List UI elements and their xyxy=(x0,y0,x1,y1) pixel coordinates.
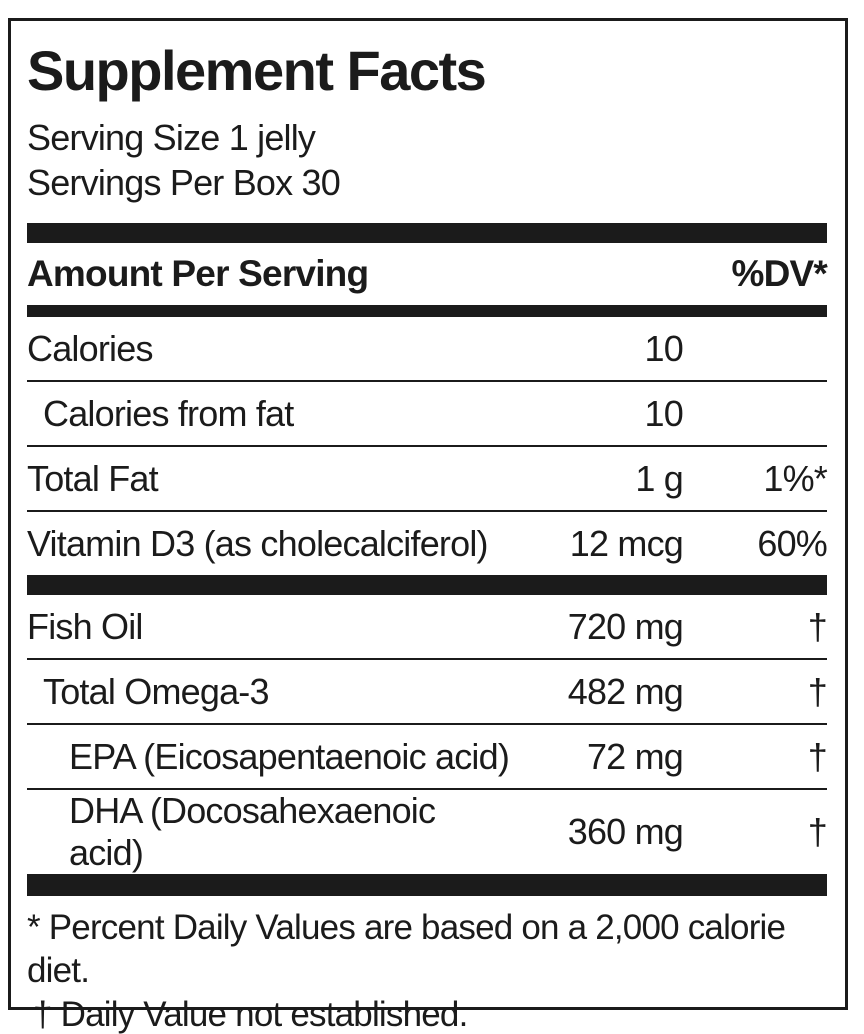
table-row: Total Fat 1 g 1%* xyxy=(27,445,828,510)
nutrient-name: Calories xyxy=(27,327,153,369)
nutrient-amount: 1 g xyxy=(635,457,683,499)
nutrient-name: DHA (Docosahexaenoic acid) xyxy=(69,790,436,873)
nutrient-dv: 1%* xyxy=(763,457,827,499)
nutrient-amount: 482 mg xyxy=(567,670,684,712)
table-column-header: Amount Per Serving %DV* xyxy=(27,243,828,305)
percent-dv-header: %DV* xyxy=(731,253,828,294)
label-title: Supplement Facts xyxy=(27,39,487,102)
nutrient-dv: † xyxy=(807,670,828,712)
nutrient-name: Total Omega-3 xyxy=(43,670,270,712)
divider-bar-bottom xyxy=(27,874,827,896)
footnote-dagger: † Daily Value not established. xyxy=(33,994,468,1034)
nutrient-dv: 60% xyxy=(757,522,827,564)
nutrient-amount: 12 mcg xyxy=(569,522,684,564)
nutrient-amount: 10 xyxy=(644,392,684,434)
table-row: DHA (Docosahexaenoic acid) 360 mg † xyxy=(27,788,828,874)
nutrient-name: Vitamin D3 (as cholecalciferol) xyxy=(27,522,489,564)
serving-size-text: Serving Size 1 jelly xyxy=(27,117,316,158)
amount-per-serving-header: Amount Per Serving xyxy=(27,253,369,294)
table-row: Vitamin D3 (as cholecalciferol) 12 mcg 60% xyxy=(27,510,828,575)
nutrient-dv: † xyxy=(807,811,828,852)
nutrient-rows: Calories 10 Calories from fat 10 Total Fat 1 … xyxy=(27,317,828,874)
servings-per-box-text: Servings Per Box 30 xyxy=(27,162,341,203)
footnote-percent-dv: * Percent Daily Values are based on a 2,… xyxy=(27,908,786,991)
footnotes: * Percent Daily Values are based on a 2,… xyxy=(27,906,827,1034)
nutrient-amount: 720 mg xyxy=(567,605,684,647)
nutrient-name: Fish Oil xyxy=(27,605,143,647)
nutrient-name: Calories from fat xyxy=(43,392,294,434)
table-row: Calories from fat 10 xyxy=(27,380,827,445)
table-row: Calories 10 xyxy=(27,317,827,380)
nutrient-amount: 360 mg xyxy=(567,811,684,852)
nutrient-dv: † xyxy=(807,605,828,647)
divider-bar-header xyxy=(27,305,827,317)
nutrient-name: Total Fat xyxy=(27,457,159,499)
nutrient-amount: 10 xyxy=(644,327,684,369)
nutrient-dv: † xyxy=(807,735,828,777)
table-row: EPA (Eicosapentaenoic acid) 72 mg † xyxy=(27,723,828,788)
nutrient-amount: 72 mg xyxy=(586,735,684,777)
divider-bar-top xyxy=(27,223,827,243)
table-row: Fish Oil 720 mg † xyxy=(27,595,828,658)
table-row: Total Omega-3 482 mg † xyxy=(27,658,828,723)
nutrient-name: EPA (Eicosapentaenoic acid) xyxy=(69,735,510,777)
divider-bar-middle xyxy=(27,575,827,595)
label-panel: Supplement Facts Serving Size 1 jelly Se… xyxy=(8,18,848,1034)
